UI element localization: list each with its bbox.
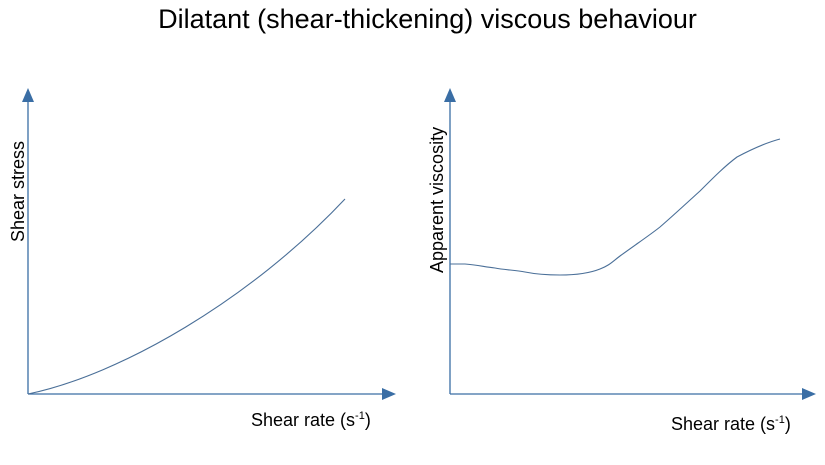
x-axis-arrow-icon xyxy=(382,388,396,400)
left-chart-curve xyxy=(27,198,346,395)
right-chart-curve xyxy=(450,138,781,276)
y-axis-arrow-icon xyxy=(22,88,34,102)
left-y-axis-label: Shear stress xyxy=(8,140,28,242)
right-chart-axes xyxy=(444,88,816,400)
left-chart-axes xyxy=(22,88,396,400)
right-y-axis-label: Apparent viscosity xyxy=(427,126,447,273)
left-x-axis-label-text: Shear rate (s xyxy=(251,410,356,430)
left-x-axis-label-close: ) xyxy=(364,410,371,430)
x-axis-arrow-icon xyxy=(802,388,816,400)
left-x-axis-label: Shear rate (s-1) xyxy=(251,410,371,431)
right-x-axis-label: Shear rate (s-1) xyxy=(671,414,791,435)
left-x-axis-label-superscript: -1 xyxy=(355,410,365,422)
diagram-title: Dilatant (shear-thickening) viscous beha… xyxy=(158,4,697,34)
right-x-axis-label-superscript: -1 xyxy=(775,414,785,426)
right-x-axis-label-close: ) xyxy=(784,414,791,434)
y-axis-arrow-icon xyxy=(444,88,456,102)
right-x-axis-label-text: Shear rate (s xyxy=(671,414,776,434)
